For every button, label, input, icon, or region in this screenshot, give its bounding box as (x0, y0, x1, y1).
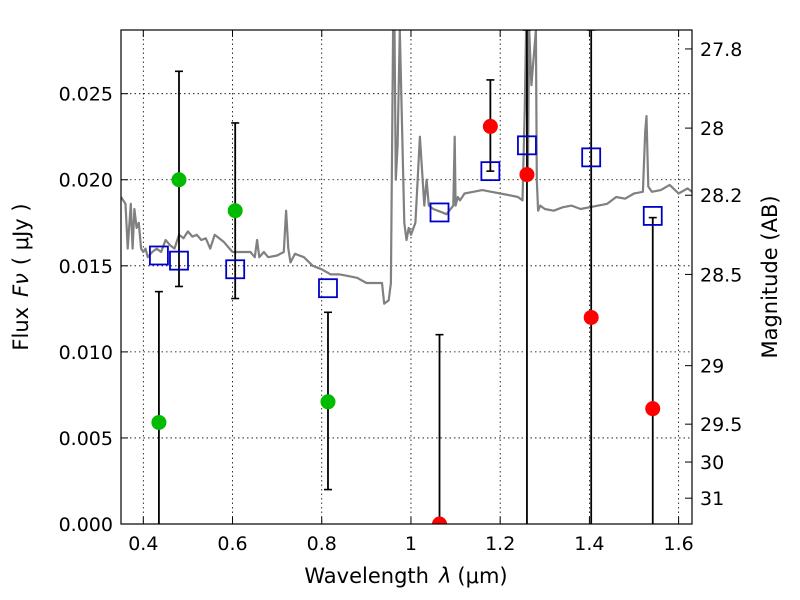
model_squares-marker (517, 135, 537, 156)
model_squares-marker (429, 202, 450, 223)
y2-tick-label: 27.8 (700, 39, 742, 61)
red_points-marker (519, 167, 535, 183)
tick-layer: 0.4 0.6 0.8 1 1.2 1.4 1.6 0.000 0.005 0.010 0.015 0… (59, 30, 742, 555)
grid-layer (121, 30, 692, 524)
x-axis-title: Wavelength λ (μm) (304, 564, 507, 588)
x-tick-label: 1.6 (664, 533, 694, 555)
y2-tick-label: 28.2 (700, 185, 742, 207)
y2-tick-label: 31 (700, 488, 724, 510)
x-axis-title-symbol: λ (438, 564, 451, 588)
x-tick-label: 0.4 (128, 533, 158, 555)
spectrum-line (121, 30, 692, 305)
model_squares-marker (480, 161, 501, 182)
red_points-marker (432, 516, 448, 524)
y-tick-label: 0.000 (59, 514, 113, 536)
y-axis-title-symbol: Fν (9, 273, 33, 297)
y-tick-label: 0.025 (59, 84, 113, 106)
y-tick-label: 0.015 (59, 256, 113, 278)
y-tick-label: 0.020 (59, 170, 113, 192)
red_points-marker (645, 401, 661, 417)
y2-tick-label: 30 (700, 452, 724, 474)
green_points-marker (151, 414, 167, 430)
plot-frame (120, 29, 693, 525)
model_squares-marker (149, 245, 169, 266)
green_points-marker (171, 172, 187, 188)
model_squares-marker (225, 259, 246, 280)
y-tick-label: 0.005 (59, 428, 113, 450)
model_squares-marker (318, 278, 338, 299)
x-axis-title-unit: (μm) (457, 564, 507, 588)
x-axis-title-text: Wavelength (304, 564, 429, 588)
y2-axis-title: Magnitude (AB) (758, 195, 782, 358)
green_points-marker (320, 394, 336, 410)
spectrum-layer (121, 30, 692, 305)
x-tick-label: 1 (405, 533, 417, 555)
red_points-marker (583, 309, 599, 325)
y-axis-title: Flux Fν ( μJy ) (9, 203, 33, 350)
model_squares-marker (642, 205, 663, 226)
model_squares-marker (581, 147, 602, 168)
model_squares-marker (169, 250, 189, 271)
y-axis-title-text: Flux (9, 307, 33, 351)
y2-tick-label: 29 (700, 356, 724, 378)
plot-area (121, 30, 692, 524)
x-tick-label: 0.8 (307, 533, 337, 555)
green_points-marker (227, 203, 243, 219)
y-tick-label: 0.010 (59, 342, 113, 364)
x-tick-label: 1.4 (574, 533, 604, 555)
y2-tick-label: 28 (700, 118, 724, 140)
x-tick-label: 0.6 (217, 533, 247, 555)
x-tick-label: 1.2 (485, 533, 515, 555)
red_points-marker (482, 118, 498, 134)
y2-tick-label: 29.5 (700, 414, 742, 436)
y-axis-title-unit: ( μJy ) (9, 203, 33, 265)
y2-tick-label: 28.5 (700, 264, 742, 286)
marker-layer (149, 118, 663, 524)
